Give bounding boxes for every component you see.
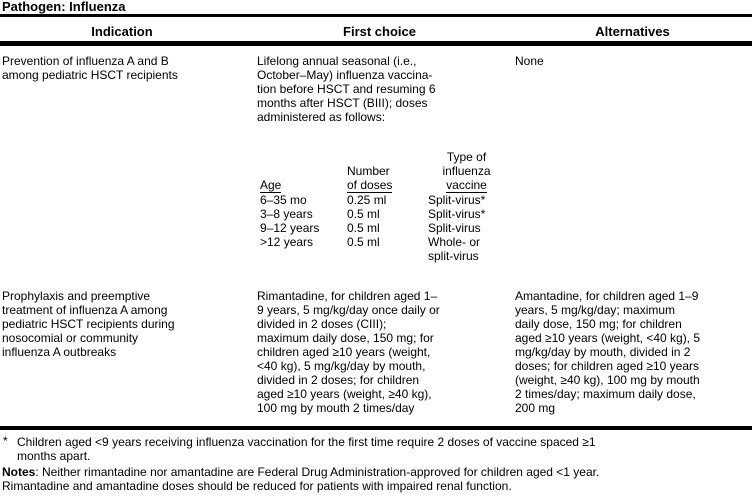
alternatives-cell: Amantadine, for children aged 1–9 years,… (510, 289, 752, 415)
subtable-header-age-label: Age (260, 178, 282, 193)
header-divider (0, 41, 752, 46)
column-header-first-choice: First choice (343, 24, 416, 39)
subtable-header-row: Age Number of doses Type of influenza va… (260, 150, 502, 193)
first-choice-cell: Lifelong annual seasonal (i.e., October–… (250, 54, 510, 263)
doses-cell: 0.5 ml (347, 221, 380, 235)
vaccine-type-cell: Split-virus (428, 221, 481, 235)
pathogen-title: Pathogen: Influenza (2, 0, 126, 14)
alternatives-text: None (515, 54, 544, 68)
first-choice-cell: Rimantadine, for children aged 1– 9 year… (250, 289, 510, 415)
notes-label: Notes (2, 465, 36, 479)
table-row: Prophylaxis and preemptive treatment of … (0, 289, 752, 415)
alternatives-cell: None (510, 54, 752, 263)
age-cell: 9–12 years (260, 221, 320, 235)
subtable-header-vaccine-label: vaccine (446, 178, 487, 193)
indication-cell: Prophylaxis and preemptive treatment of … (0, 289, 250, 415)
first-choice-text: Lifelong annual seasonal (i.e., October–… (257, 54, 436, 124)
dose-subtable: Age Number of doses Type of influenza va… (260, 150, 502, 263)
subtable-header-age: Age (260, 178, 347, 193)
doses-cell: 0.25 ml (347, 193, 387, 207)
age-cell: 6–35 mo (260, 193, 307, 207)
vaccine-type-cell: Whole- or split-virus (428, 235, 481, 263)
indication-text: Prophylaxis and preemptive treatment of … (2, 289, 175, 359)
age-cell: >12 years (260, 235, 314, 249)
table-row: Prevention of influenza A and B among pe… (0, 54, 752, 263)
subtable-row: 3–8 years 0.5 ml Split-virus* (260, 207, 502, 221)
vaccine-type-cell: Split-virus* (428, 207, 486, 221)
subtable-header-number-of-doses: Number of doses (347, 164, 428, 193)
footnote-asterisk: * Children aged <9 years receiving influ… (0, 434, 752, 463)
subtable-row: 9–12 years 0.5 ml Split-virus (260, 221, 502, 235)
indication-cell: Prevention of influenza A and B among pe… (0, 54, 250, 263)
vaccine-type-cell: Split-virus* (428, 193, 486, 207)
subtable-row: 6–35 mo 0.25 ml Split-virus* (260, 193, 502, 207)
footnote-asterisk-text: Children aged <9 years receiving influen… (17, 435, 596, 463)
subtable-header-vaccine-type: Type of influenza vaccine (428, 150, 505, 193)
subtable-header-doses-top: Number (347, 164, 390, 178)
bottom-divider (0, 426, 752, 430)
asterisk-symbol: * (3, 434, 8, 448)
doses-cell: 0.5 ml (347, 235, 380, 249)
subtable-header-vaccine-top: Type of influenza (442, 150, 491, 178)
first-choice-text: Rimantadine, for children aged 1– 9 year… (257, 289, 440, 415)
indication-text: Prevention of influenza A and B among pe… (2, 54, 178, 82)
age-cell: 3–8 years (260, 207, 313, 221)
top-divider (0, 14, 752, 17)
notes-text: : Neither rimantadine nor amantadine are… (2, 465, 600, 493)
doses-cell: 0.5 ml (347, 207, 380, 221)
alternatives-text: Amantadine, for children aged 1–9 years,… (515, 289, 701, 415)
column-header-alternatives: Alternatives (595, 24, 670, 39)
column-header-indication: Indication (91, 24, 153, 39)
footnote-notes: Notes: Neither rimantadine nor amantadin… (0, 465, 752, 493)
subtable-header-doses-label: of doses (347, 178, 393, 193)
table-header-row: Indication First choice Alternatives (0, 25, 752, 39)
subtable-row: >12 years 0.5 ml Whole- or split-virus (260, 235, 502, 263)
